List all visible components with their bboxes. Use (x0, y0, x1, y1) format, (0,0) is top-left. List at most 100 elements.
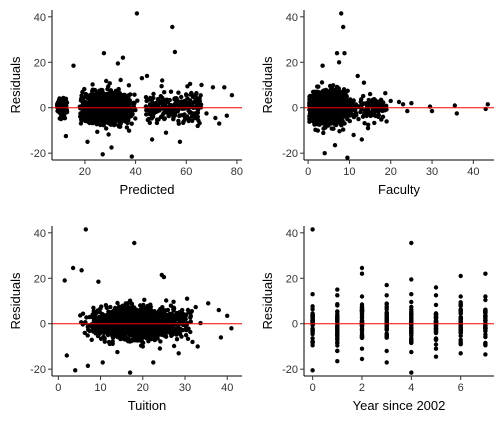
data-point (145, 317, 151, 322)
data-point (335, 88, 340, 93)
data-point (188, 315, 193, 320)
data-point (113, 114, 119, 120)
data-point (90, 327, 95, 332)
data-point (61, 95, 66, 101)
data-point (82, 330, 87, 336)
data-point (145, 303, 150, 309)
data-point (177, 113, 182, 119)
data-point (160, 95, 165, 101)
data-point (160, 78, 165, 83)
data-point (336, 60, 342, 65)
y-axis-label: Residuals (260, 56, 275, 114)
data-point (126, 83, 132, 88)
data-point (140, 310, 146, 316)
data-point (90, 82, 95, 87)
data-point (164, 329, 169, 334)
data-point (156, 97, 161, 102)
data-point (157, 346, 163, 351)
data-point (366, 122, 371, 128)
data-point (99, 118, 104, 123)
data-point (363, 101, 368, 106)
data-point (361, 93, 366, 99)
data-point (85, 333, 90, 338)
data-point (120, 315, 125, 321)
data-point (320, 63, 325, 68)
data-point (177, 310, 182, 315)
y-tick-label: -20 (282, 148, 298, 160)
data-point (194, 91, 199, 96)
data-point (95, 101, 100, 106)
data-point (355, 73, 360, 79)
data-point (166, 113, 171, 119)
data-point (188, 319, 193, 324)
data-point (92, 108, 97, 113)
data-point (156, 117, 161, 122)
points-layer (307, 11, 490, 160)
data-point (96, 279, 101, 284)
data-point (115, 300, 120, 306)
data-point (176, 121, 181, 126)
y-tick-label: 40 (34, 12, 46, 24)
data-point (310, 109, 315, 115)
data-point (157, 107, 162, 113)
data-point (105, 86, 110, 92)
data-point (90, 88, 95, 94)
data-point (107, 114, 113, 119)
data-point (151, 360, 156, 365)
data-point (367, 99, 372, 105)
data-point (307, 97, 312, 102)
data-point (121, 309, 126, 315)
data-point (110, 313, 115, 318)
data-point (128, 108, 133, 113)
data-point (87, 101, 92, 107)
data-point (123, 305, 128, 310)
data-point (485, 102, 490, 107)
data-point (102, 339, 107, 344)
data-point (78, 111, 83, 116)
x-tick-label: 0 (305, 166, 311, 178)
data-point (191, 113, 197, 118)
data-point (183, 313, 189, 318)
x-tick-label: 30 (426, 166, 438, 178)
data-point (315, 93, 320, 98)
data-point (405, 108, 410, 114)
data-point (179, 328, 184, 333)
data-point (100, 152, 105, 157)
data-point (126, 94, 131, 99)
data-point (155, 336, 160, 341)
data-point (101, 51, 107, 56)
x-axis-label: Predicted (120, 182, 175, 197)
data-point (166, 109, 172, 114)
data-point (224, 113, 229, 118)
data-point (229, 326, 234, 331)
data-point (149, 336, 154, 342)
data-point (217, 121, 222, 126)
data-point (342, 51, 347, 56)
data-point (127, 298, 133, 303)
data-point (124, 330, 130, 335)
data-point (129, 121, 134, 126)
data-point (154, 120, 160, 126)
data-point (342, 114, 347, 119)
data-point (120, 102, 125, 107)
data-point (141, 328, 147, 333)
data-point (307, 116, 312, 122)
data-point (313, 104, 318, 109)
data-point (149, 116, 154, 121)
data-point (384, 107, 389, 112)
data-point (103, 303, 109, 308)
data-point (147, 120, 152, 126)
data-point (323, 113, 329, 118)
data-point (133, 313, 139, 319)
data-point (102, 313, 107, 318)
data-point (365, 126, 371, 131)
data-point (115, 349, 120, 355)
data-point (97, 94, 102, 99)
data-point (149, 97, 154, 103)
data-point (187, 81, 193, 87)
data-point (104, 126, 109, 131)
data-point (172, 111, 177, 116)
data-point (162, 116, 167, 122)
data-point (159, 84, 164, 89)
data-point (161, 317, 167, 322)
